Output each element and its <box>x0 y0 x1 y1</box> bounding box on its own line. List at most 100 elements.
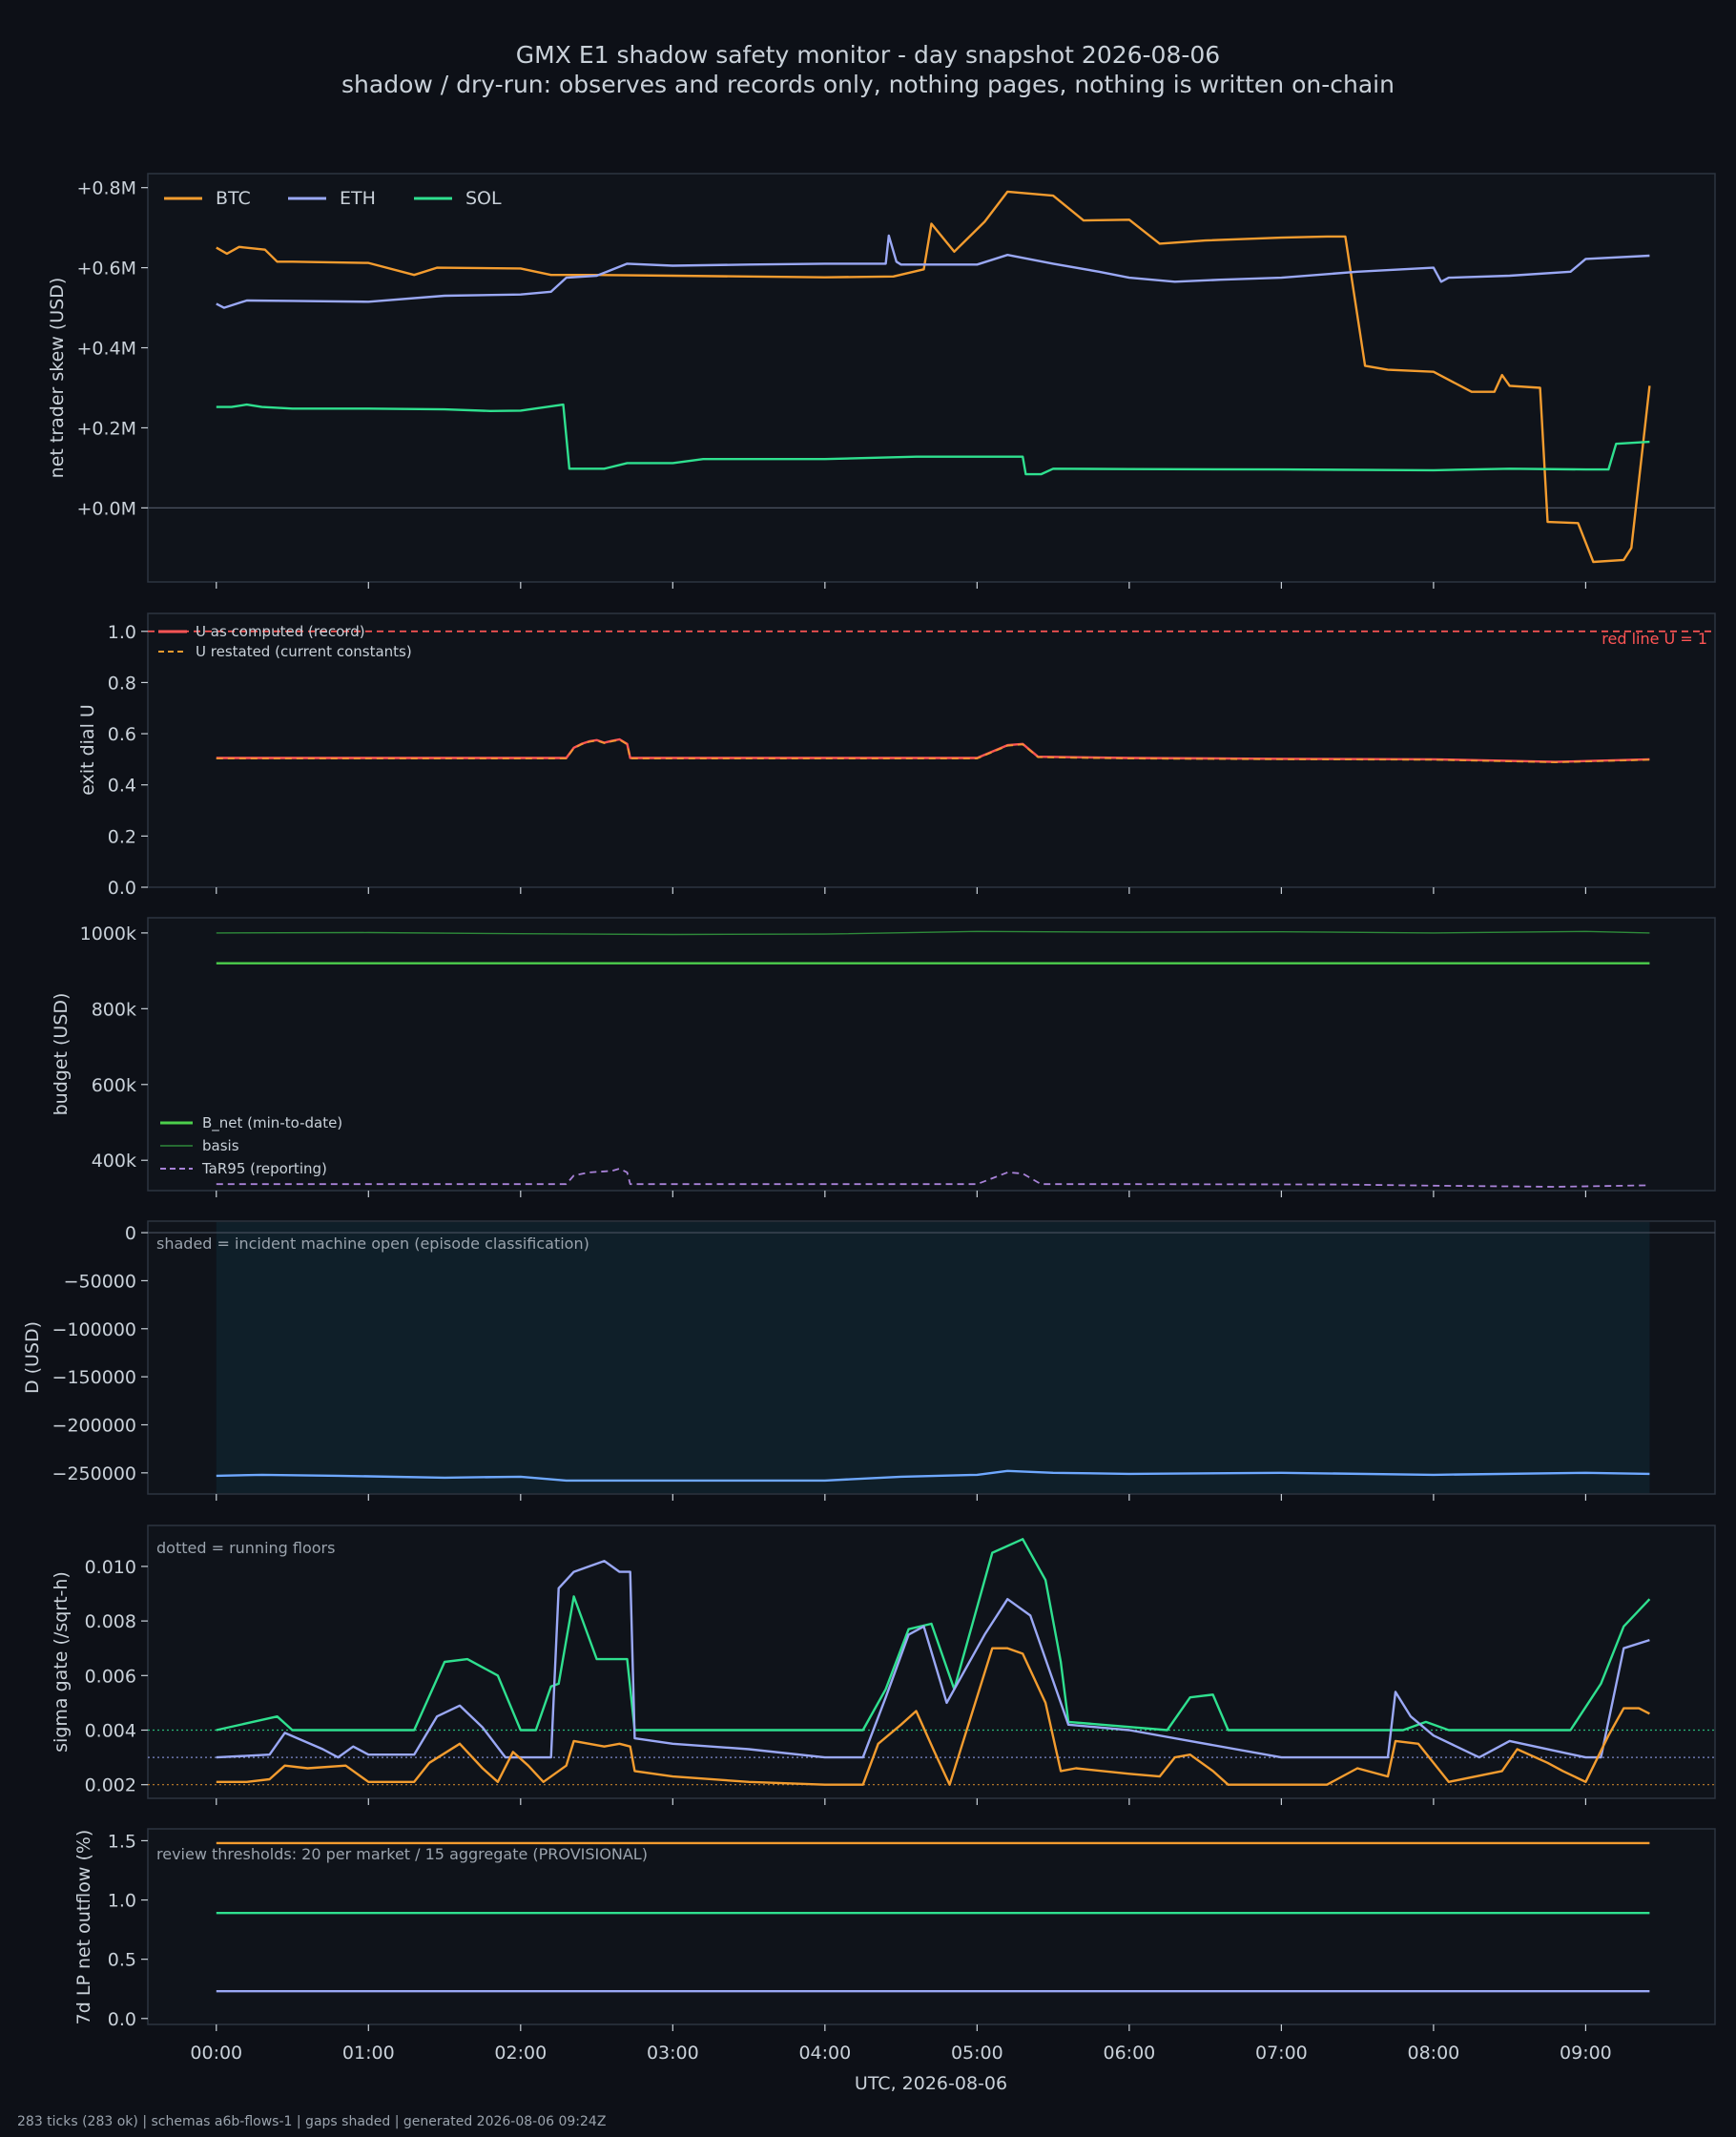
y-tick-label: 0.004 <box>85 1721 136 1742</box>
y-tick-label: 1000k <box>80 923 136 944</box>
panel-skew-ylabel: net trader skew (USD) <box>47 278 68 479</box>
footer-status: 283 ticks (283 ok) | schemas a6b-flows-1… <box>17 2114 606 2129</box>
panel-budget-legend: B_net (min-to-date) basis TaR95 (reporti… <box>160 1114 342 1177</box>
panel-sigma-lines <box>148 1538 1715 1786</box>
series-line-tar95-reporting <box>216 1168 1650 1188</box>
panel-skew-axes: +0.8M +0.6M +0.4M +0.2M +0.0M <box>76 178 1715 589</box>
legend-u-computed-label: U as computed (record) <box>196 623 365 640</box>
series-line-d <box>216 1469 1650 1483</box>
y-tick-label: −100000 <box>52 1319 136 1340</box>
panel-budget-ylabel: budget (USD) <box>51 993 72 1116</box>
panel-exit-dial-axes: 0.0 0.2 0.4 0.6 0.8 1.0 <box>108 622 1587 899</box>
series-line-btc <box>216 1647 1650 1786</box>
series-line-basis <box>216 930 1650 936</box>
y-tick-label: +0.6M <box>76 259 136 280</box>
incident-shaded-region <box>216 1222 1650 1493</box>
panel-sigma-frame <box>147 1525 1716 1799</box>
panel-d: D (USD) 0 −50000 −100000 −150000 −200000 −250… <box>22 1220 1716 1501</box>
panel-exit-dial-lines <box>148 630 1715 763</box>
x-tick-label: 08:00 <box>1408 2043 1460 2064</box>
figure-title: GMX E1 shadow safety monitor - day snaps… <box>516 41 1220 69</box>
figure-subtitle: shadow / dry-run: observes and records o… <box>341 71 1395 98</box>
series-line-sol <box>216 403 1650 476</box>
x-tick-label: 00:00 <box>190 2043 242 2064</box>
x-tick-label: 06:00 <box>1103 2043 1155 2064</box>
series-line-eth <box>216 234 1650 309</box>
x-tick-label: 07:00 <box>1255 2043 1308 2064</box>
y-tick-label: 0.8 <box>108 673 136 694</box>
series-line-sol <box>216 1538 1651 1732</box>
legend-basis-label: basis <box>202 1137 239 1154</box>
panel-lp-outflow-axes: 0.0 0.5 1.0 1.5 <box>108 1831 1587 2031</box>
x-tick-label: 09:00 <box>1560 2043 1612 2064</box>
y-tick-label: 0.008 <box>85 1611 136 1632</box>
panel-exit-dial-frame <box>147 612 1716 888</box>
y-tick-label: 0.002 <box>85 1775 136 1796</box>
y-tick-label: +0.8M <box>76 178 136 199</box>
panel-skew-legend: BTC ETH SOL <box>164 188 502 209</box>
y-tick-label: 400k <box>92 1151 136 1172</box>
legend-sol-label: SOL <box>465 188 502 209</box>
panel-budget-axes: 400k 600k 800k 1000k <box>80 923 1587 1197</box>
legend-bnet-label: B_net (min-to-date) <box>202 1114 342 1132</box>
x-tick-label: 04:00 <box>798 2043 851 2064</box>
y-tick-label: −50000 <box>64 1271 136 1292</box>
panel-sigma-ylabel: sigma gate (/sqrt-h) <box>51 1571 72 1753</box>
panel-exit-dial-ylabel: exit dial U <box>77 704 98 796</box>
panel-lp-outflow-lines <box>216 1841 1650 1993</box>
y-tick-label: 1.0 <box>108 622 136 643</box>
shaded-span <box>216 1222 1650 1493</box>
x-axis-label: UTC, 2026-08-06 <box>855 2073 1007 2094</box>
panel-budget-frame <box>147 917 1716 1192</box>
y-tick-label: 0.2 <box>108 826 136 847</box>
y-tick-label: 0.0 <box>108 2009 136 2030</box>
y-tick-label: 0.0 <box>108 878 136 899</box>
panel-sigma: sigma gate (/sqrt-h) 0.0020.0040.0060.00… <box>51 1525 1716 1805</box>
legend-u-restated-label: U restated (current constants) <box>196 643 412 660</box>
panel-budget: budget (USD) 400k 600k 800k 1000k B_net (mi… <box>51 917 1716 1197</box>
series-line-u-restated-current-constants <box>216 738 1650 763</box>
y-tick-label: 0 <box>125 1223 136 1244</box>
red-line-annotation: red line U = 1 <box>1602 630 1707 648</box>
y-tick-label: −150000 <box>52 1367 136 1388</box>
series-line-eth <box>216 1559 1650 1759</box>
panel-exit-dial: exit dial U 0.0 0.2 0.4 0.6 0.8 1.0 red line … <box>77 612 1716 899</box>
legend-eth-label: ETH <box>340 188 376 209</box>
y-tick-label: −200000 <box>52 1415 136 1436</box>
series-line-btc <box>216 190 1651 564</box>
y-tick-label: 0.5 <box>108 1950 136 1971</box>
x-tick-label: 03:00 <box>647 2043 699 2064</box>
panel-skew: net trader skew (USD) +0.8M+0.6M+0.4M+0.… <box>47 173 1716 589</box>
panel-exit-dial-legend: U as computed (record) U restated (curre… <box>158 623 412 660</box>
legend-btc-label: BTC <box>216 188 251 209</box>
panel-lp-outflow-note: review thresholds: 20 per market / 15 ag… <box>156 1845 648 1863</box>
y-tick-label: +0.0M <box>76 498 136 519</box>
y-tick-label: +0.2M <box>76 418 136 439</box>
y-tick-label: 0.010 <box>85 1557 136 1578</box>
panel-d-note: shaded = incident machine open (episode … <box>156 1234 589 1253</box>
y-tick-label: 0.4 <box>108 776 136 797</box>
panel-skew-lines <box>216 190 1651 564</box>
y-tick-label: 600k <box>92 1075 136 1096</box>
panel-skew-frame <box>147 173 1716 583</box>
panel-d-axes: 0 −50000 −100000 −150000 −200000 −250000 <box>52 1223 1715 1501</box>
y-tick-label: 0.6 <box>108 724 136 745</box>
panel-sigma-note: dotted = running floors <box>156 1539 335 1557</box>
x-tick-label: 01:00 <box>342 2043 395 2064</box>
y-tick-label: +0.4M <box>76 339 136 360</box>
panel-d-ylabel: D (USD) <box>22 1321 43 1394</box>
y-tick-label: 800k <box>92 999 136 1020</box>
x-axis: 00:00 01:00 02:00 03:00 04:00 05:00 06:00 07:00… <box>190 2043 1611 2064</box>
panel-sigma-axes: 0.002 0.004 0.006 0.008 0.010 <box>85 1557 1587 1805</box>
panel-lp-outflow: 7d LP net outflow (%) 0.0 0.5 1.0 1.5 revie… <box>73 1828 1716 2031</box>
y-tick-label: 1.0 <box>108 1891 136 1912</box>
legend-tar95-label: TaR95 (reporting) <box>201 1160 327 1177</box>
panel-d-lines <box>216 1469 1650 1483</box>
x-tick-label: 02:00 <box>494 2043 547 2064</box>
y-tick-label: 0.006 <box>85 1666 136 1687</box>
panel-budget-lines <box>216 930 1650 1188</box>
y-tick-label: −250000 <box>52 1463 136 1484</box>
panel-lp-outflow-ylabel: 7d LP net outflow (%) <box>73 1830 94 2025</box>
y-tick-label: 1.5 <box>108 1831 136 1852</box>
